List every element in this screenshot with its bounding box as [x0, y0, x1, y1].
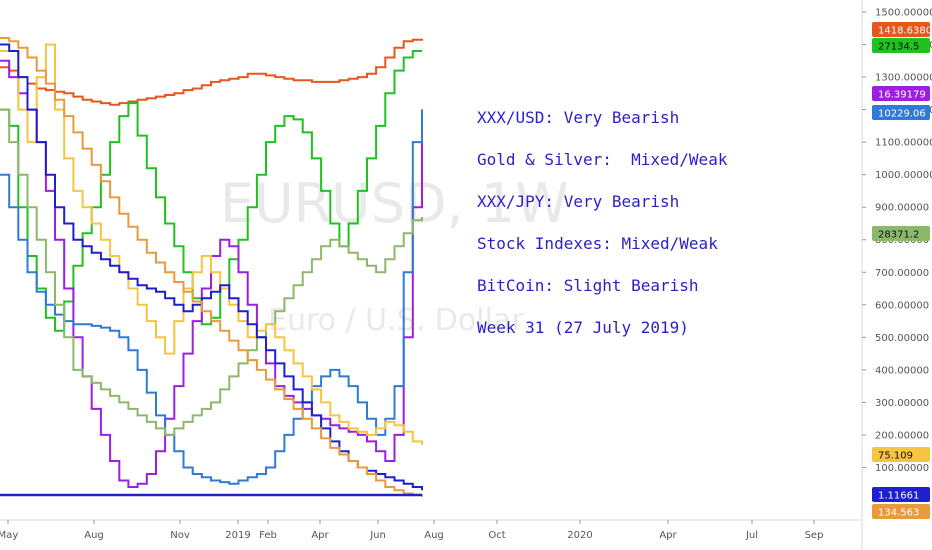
x-tick-label: 2020	[567, 530, 592, 541]
x-tick-label: Jun	[369, 530, 386, 541]
x-tick-label: Aug	[424, 530, 444, 541]
series-layer	[0, 37, 423, 497]
x-tick-label: Sep	[805, 530, 824, 541]
x-tick-label: Jul	[745, 530, 758, 541]
x-tick-label: Aug	[84, 530, 104, 541]
series-line	[0, 38, 423, 106]
watermark-name: Euro / U.S. Dollar	[268, 303, 524, 338]
series-line	[0, 37, 423, 497]
last-value-labels: 1418.63800 27134.5 16.39179 10229.06 28371.2…	[872, 22, 932, 519]
x-tick-label: Apr	[311, 530, 329, 541]
last-value-text: 1.11661	[878, 491, 919, 502]
y-tick-label: 200.00000	[875, 430, 929, 441]
last-value-badge: 134.563	[872, 504, 930, 519]
last-value-badge: 16.39179	[872, 86, 930, 101]
series-line	[0, 108, 423, 436]
last-value-text: 28371.2	[878, 230, 919, 241]
y-tick-label: 1300.00000	[875, 73, 932, 84]
last-value-badge: 75.109	[872, 447, 930, 462]
last-value-text: 10229.06	[878, 109, 926, 120]
annotation-week: Week 31 (27 July 2019)	[477, 318, 689, 337]
y-tick-label: 600.00000	[875, 300, 929, 311]
last-value-text: 134.563	[878, 508, 919, 519]
last-value-badge: 1.11661	[872, 487, 930, 502]
x-tick-label: 2019	[225, 530, 250, 541]
annotation-bitcoin: BitCoin: Slight Bearish	[477, 276, 699, 295]
series-line	[0, 43, 423, 445]
last-value-text: 1418.63800	[878, 26, 932, 37]
y-tick-label: 1500.00000	[875, 8, 932, 19]
last-value-text: 27134.5	[878, 42, 919, 53]
last-value-badge: 1418.63800	[872, 22, 932, 37]
annotation-gold-silver: Gold & Silver: Mixed/Weak	[477, 150, 728, 169]
x-tick-label: Oct	[488, 530, 505, 541]
y-tick-label: 400.00000	[875, 365, 929, 376]
annotation-stock-indexes: Stock Indexes: Mixed/Weak	[477, 234, 718, 253]
x-tick-label: Apr	[659, 530, 677, 541]
x-tick-label: Feb	[259, 530, 277, 541]
last-value-text: 16.39179	[878, 90, 926, 101]
watermark-symbol: EURUSD, 1W	[220, 172, 569, 235]
last-value-badge: 28371.2	[872, 226, 930, 241]
y-tick-label: 700.00000	[875, 268, 929, 279]
last-value-badge: 10229.06	[872, 105, 930, 120]
last-value-text: 75.109	[878, 451, 913, 462]
y-tick-label: 1100.00000	[875, 138, 932, 149]
y-tick-label: 100.00000	[875, 463, 929, 474]
x-tick-label: May	[0, 530, 18, 541]
time-axis: May Aug Nov 2019 Feb Apr Jun Aug Oct 2020 Apr Jul Se…	[0, 520, 823, 541]
y-tick-label: 300.00000	[875, 398, 929, 409]
y-tick-label: 900.00000	[875, 203, 929, 214]
x-tick-label: Nov	[170, 530, 190, 541]
annotation-xxx-jpy: XXX/JPY: Very Bearish	[477, 192, 680, 211]
series-line	[0, 109, 423, 485]
y-tick-label: 500.00000	[875, 333, 929, 344]
last-value-badge: 27134.5	[872, 38, 930, 53]
annotation-xxx-usd: XXX/USD: Very Bearish	[477, 108, 680, 127]
watermark: EURUSD, 1W Euro / U.S. Dollar	[220, 172, 569, 338]
y-tick-label: 1000.00000	[875, 170, 932, 181]
